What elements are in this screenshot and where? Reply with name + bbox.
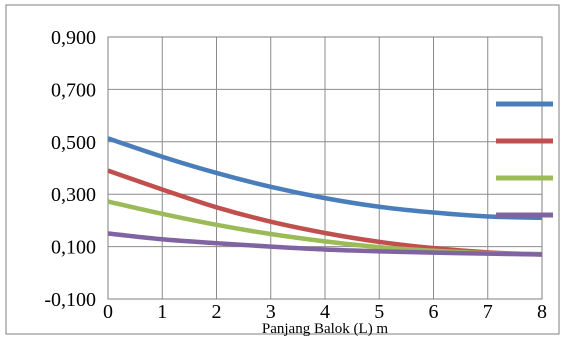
series-line-1	[107, 136, 543, 221]
y-tick-label: 0,100	[51, 237, 96, 259]
legend	[496, 101, 553, 218]
x-tick-label: 4	[320, 301, 330, 323]
y-tick-label: -0,100	[44, 289, 96, 311]
chart-border	[5, 4, 560, 335]
series-lines	[107, 136, 543, 257]
x-tick-label: 8	[537, 301, 547, 323]
x-axis-title: Panjang Balok (L) m	[262, 321, 389, 337]
series-line-4	[107, 231, 543, 257]
x-tick-label: 6	[429, 301, 439, 323]
y-tick-label: 0,900	[51, 27, 96, 49]
x-tick-label: 3	[266, 301, 276, 323]
x-tick-label: 1	[157, 301, 167, 323]
x-tick-label: 0	[103, 301, 113, 323]
y-tick-labels: -0,100 0,100 0,300 0,500 0,700 0,900	[44, 27, 96, 311]
x-tick-label: 5	[374, 301, 384, 323]
y-tick-label: 0,300	[51, 184, 96, 206]
x-tick-label: 7	[483, 301, 493, 323]
plot-area-border	[107, 36, 543, 300]
y-tick-label: 0,500	[51, 132, 96, 154]
y-tick-label: 0,700	[51, 79, 96, 101]
x-tick-label: 2	[212, 301, 222, 323]
x-tick-labels: 0 1 2 3 4 5 6 7 8	[103, 301, 547, 323]
